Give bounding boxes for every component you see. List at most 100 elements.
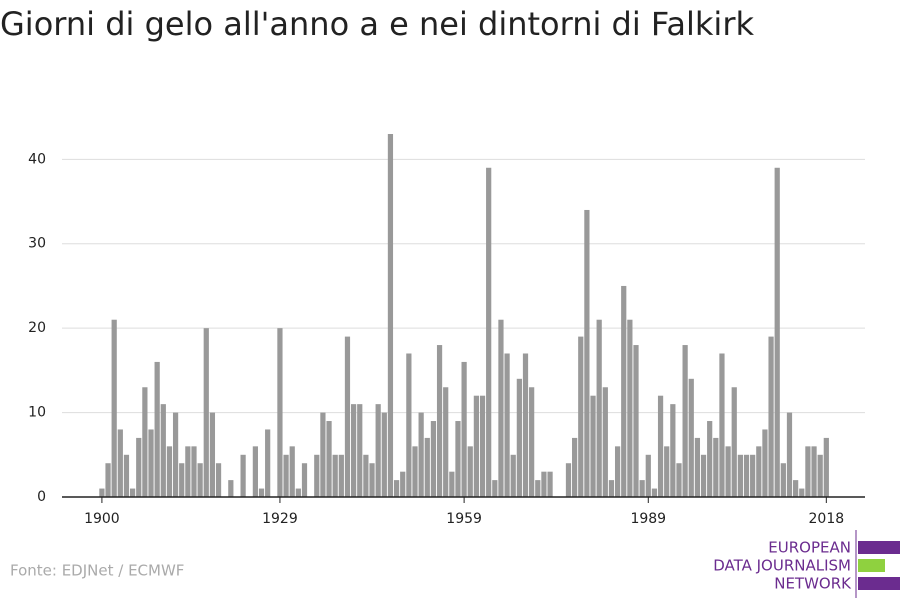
y-tick-label: 10 (28, 405, 46, 421)
y-tick-label: 20 (28, 320, 46, 336)
bar (154, 361, 160, 497)
bar (160, 404, 166, 497)
bar (510, 454, 516, 497)
bar (363, 454, 369, 497)
bar (228, 480, 234, 497)
x-tick-label: 1929 (262, 511, 298, 527)
bar (197, 463, 203, 497)
bar (657, 395, 664, 497)
bar (639, 480, 645, 497)
bar (252, 446, 258, 497)
x-tick-label: 2018 (809, 511, 845, 527)
logo-bar (858, 577, 900, 590)
y-tick-label: 40 (28, 151, 46, 167)
bar (320, 412, 326, 497)
logo-text: EUROPEAN (768, 539, 851, 557)
bar (387, 134, 394, 497)
bar (191, 446, 197, 497)
bar (369, 463, 375, 497)
bar (651, 488, 658, 497)
bar (209, 412, 216, 497)
bar (633, 345, 639, 497)
bar (498, 319, 504, 497)
bar (627, 319, 633, 497)
bar (584, 209, 590, 497)
bar (694, 437, 701, 497)
bar (455, 421, 461, 497)
bar (572, 437, 578, 497)
bar (664, 446, 670, 497)
bar (529, 387, 535, 497)
y-tick-label: 30 (28, 236, 46, 252)
bar (682, 345, 688, 497)
bar (504, 353, 510, 497)
bar (473, 395, 480, 497)
bar (326, 421, 332, 497)
bar (590, 395, 596, 497)
bar (436, 345, 443, 497)
bar (805, 446, 811, 497)
bar (516, 378, 522, 497)
bar (602, 387, 608, 497)
y-tick-label: 0 (37, 489, 46, 505)
bar (185, 446, 191, 497)
bar (172, 412, 179, 497)
bar (449, 471, 455, 497)
bar (418, 412, 424, 497)
bar (400, 471, 406, 497)
bar (688, 378, 694, 497)
bar (578, 336, 584, 497)
bar (799, 488, 805, 497)
bar (774, 167, 780, 497)
bar (430, 421, 437, 497)
bar (240, 454, 246, 497)
bar (289, 446, 295, 497)
bar (117, 429, 123, 497)
bar (768, 336, 774, 497)
logo-text: DATA JOURNALISM (713, 557, 851, 575)
bar (645, 454, 651, 497)
bar (314, 454, 320, 497)
bar (357, 404, 363, 497)
bar (621, 285, 627, 497)
bar (756, 446, 762, 497)
bar (535, 480, 541, 497)
bar (823, 437, 829, 497)
bar (596, 319, 602, 497)
bar (203, 328, 209, 497)
bar (547, 471, 553, 497)
bar (351, 404, 357, 497)
logo-bar (858, 559, 885, 572)
logo-bar (858, 541, 900, 554)
bar (750, 454, 756, 497)
bar (743, 454, 750, 497)
bar (492, 480, 498, 497)
bar (338, 454, 344, 497)
bar (614, 446, 621, 497)
bar (148, 429, 154, 497)
bar (179, 463, 185, 497)
bar (725, 446, 731, 497)
bar (737, 454, 743, 497)
bar (301, 463, 308, 497)
bar (123, 454, 130, 497)
bar (99, 488, 105, 497)
chart-title: Giorni di gelo all'anno a e nei dintorni… (0, 5, 754, 43)
bar (105, 463, 111, 497)
bar (277, 328, 283, 497)
bar (719, 353, 725, 497)
bar (443, 387, 449, 497)
bar (136, 437, 142, 497)
x-tick-label: 1959 (446, 511, 482, 527)
bar (565, 463, 572, 497)
bar (762, 429, 768, 497)
bar (166, 446, 173, 497)
bar (283, 454, 289, 497)
bar (424, 437, 430, 497)
bar (215, 463, 222, 497)
bar (817, 454, 823, 497)
bar (295, 488, 301, 497)
bar (479, 395, 486, 497)
bar (111, 319, 117, 497)
